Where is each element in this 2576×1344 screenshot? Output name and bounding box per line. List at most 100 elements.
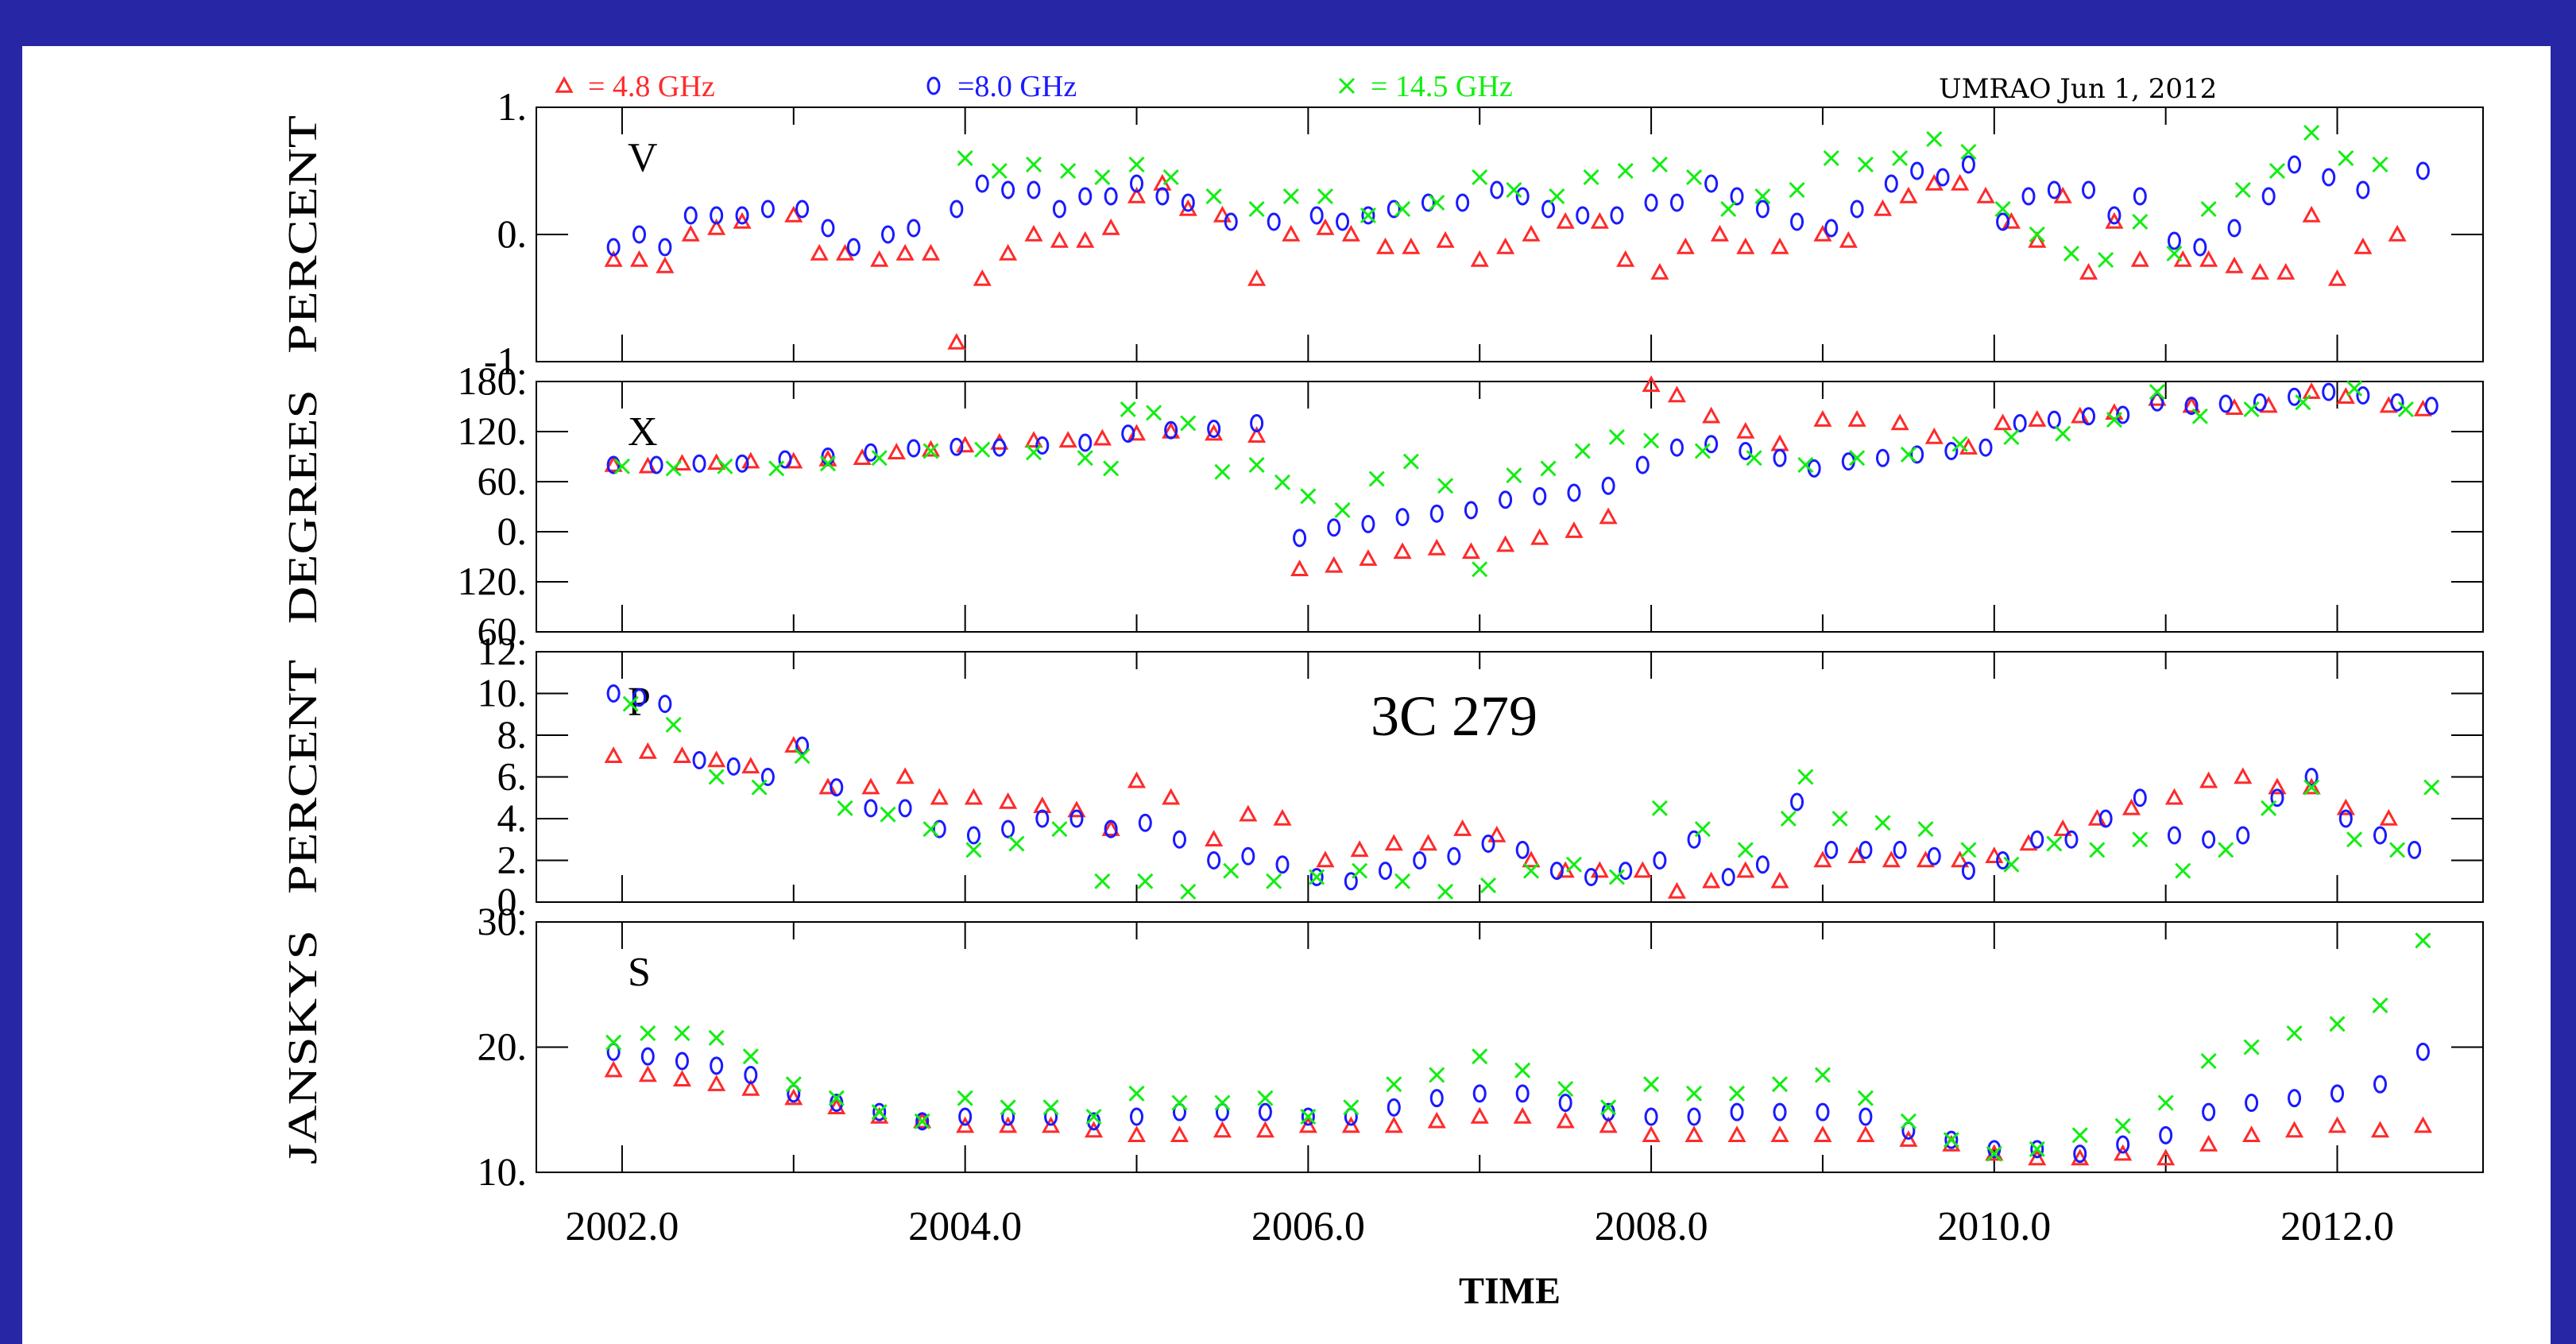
data-point — [692, 454, 706, 473]
source-label: UMRAO Jun 1, 2012 — [1939, 73, 2217, 105]
data-point — [1739, 442, 1753, 460]
data-point — [622, 695, 639, 712]
data-point — [1653, 851, 1667, 870]
data-point — [1599, 507, 1618, 525]
data-point — [726, 757, 741, 776]
data-point — [2028, 1148, 2047, 1166]
data-point — [1684, 1125, 1704, 1143]
data-point — [1301, 1107, 1315, 1126]
data-point — [1138, 813, 1152, 832]
data-point — [1205, 830, 1224, 846]
data-point — [1924, 427, 1944, 444]
data-point — [1247, 426, 1267, 443]
data-point — [1857, 156, 1874, 173]
data-point — [1298, 1116, 1317, 1133]
data-point — [658, 695, 672, 714]
data-point — [1241, 846, 1255, 866]
data-point — [1181, 193, 1195, 212]
data-point — [1780, 810, 1797, 827]
data-point — [1162, 788, 1181, 805]
data-point — [1890, 413, 1909, 431]
data-point — [2199, 250, 2218, 267]
data-point — [2218, 842, 2234, 858]
data-point — [2073, 1145, 2087, 1164]
data-point — [604, 1060, 623, 1078]
data-point — [1730, 187, 1744, 206]
data-point — [2159, 1125, 2173, 1145]
data-point — [1951, 173, 1970, 191]
data-point — [1558, 1094, 1572, 1112]
data-point — [2133, 788, 2147, 808]
data-point — [1704, 435, 1719, 454]
data-point — [1341, 224, 1360, 242]
data-point — [1025, 444, 1042, 461]
data-point — [1702, 871, 1721, 889]
data-point — [898, 799, 912, 818]
y-tick-label: -1. — [484, 339, 527, 383]
data-point — [1730, 1102, 1744, 1121]
y-tick-label: 10. — [478, 1149, 528, 1194]
legend-label: =8.0 GHz — [957, 70, 1077, 103]
y-tick-label: 4. — [497, 796, 528, 840]
data-point — [649, 455, 663, 474]
data-point — [2372, 997, 2388, 1014]
data-point — [1720, 200, 1737, 218]
data-point — [1000, 1099, 1016, 1116]
panel-letter: S — [628, 950, 651, 995]
data-point — [717, 458, 733, 474]
data-point — [1180, 883, 1197, 900]
data-point — [742, 1048, 759, 1065]
data-point — [1556, 1111, 1575, 1129]
data-point — [1361, 206, 1375, 225]
data-point — [1447, 846, 1461, 866]
data-point — [1944, 442, 1959, 460]
data-point — [1180, 415, 1197, 432]
data-point — [2003, 856, 2020, 873]
data-point — [810, 243, 829, 261]
data-point — [1052, 199, 1066, 219]
data-point — [2245, 1094, 2259, 1112]
data-point — [864, 799, 878, 818]
data-point — [1359, 549, 1378, 566]
data-point — [2389, 842, 2406, 858]
data-point — [1490, 180, 1504, 199]
data-point — [1282, 188, 1299, 205]
data-point — [1008, 835, 1025, 852]
data-point — [1576, 206, 1590, 225]
data-point — [1694, 821, 1711, 838]
x-tick-labels: 2002.0 2004.0 2006.0 2008.0 2010.0 2012.0 — [565, 1204, 2394, 1249]
data-point — [1171, 1094, 1188, 1111]
data-point — [1214, 463, 1231, 480]
data-point — [795, 736, 810, 755]
data-point — [922, 821, 939, 838]
data-point — [2157, 1094, 2174, 1111]
data-point — [1127, 1125, 1147, 1143]
data-point — [604, 455, 623, 472]
data-point — [2055, 425, 2071, 442]
data-point — [1728, 1085, 1746, 1102]
data-point — [1387, 1098, 1401, 1117]
data-point — [1540, 460, 1557, 477]
panel-letter: X — [628, 409, 658, 455]
data-point — [2133, 187, 2147, 206]
data-point — [2286, 1024, 2303, 1042]
data-point — [1060, 162, 1077, 180]
data-point — [1275, 855, 1290, 874]
data-point — [1393, 542, 1412, 560]
data-point — [1608, 869, 1625, 885]
data-point — [1146, 405, 1162, 421]
data-point — [1754, 188, 1771, 205]
data-point — [907, 219, 921, 238]
data-point — [1899, 1130, 1918, 1147]
data-point — [1565, 521, 1584, 538]
data-point — [837, 800, 853, 816]
data-point — [1427, 538, 1446, 556]
data-point — [1515, 1084, 1530, 1103]
data-point — [2327, 269, 2347, 286]
data-point — [2225, 398, 2244, 415]
data-point — [2336, 387, 2355, 404]
data-point — [640, 1047, 655, 1066]
data-point — [1813, 410, 1832, 427]
data-point — [2338, 809, 2353, 828]
